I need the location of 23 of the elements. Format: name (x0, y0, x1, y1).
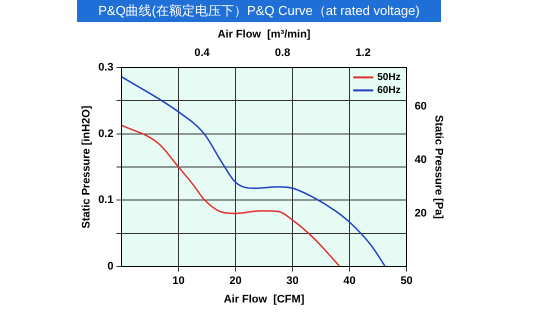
x-tick-label: 30 (286, 275, 299, 288)
y-tick-label: 0 (107, 260, 114, 273)
line-series (121, 124, 340, 267)
y2-tick-label: 60 (414, 100, 427, 113)
chart-title: P&Q曲线(在额定电压下）P&Q Curve（at rated voltage) (77, 0, 441, 22)
x-tick-label: 20 (229, 275, 242, 288)
x2-tick-label: 0.4 (194, 46, 211, 59)
y2-axis-title: Static Pressure [Pa] (432, 115, 444, 220)
x-axis-title: Air Flow [CFM] (224, 293, 305, 306)
x-tick-label: 50 (400, 275, 413, 288)
y-tick-label: 0.3 (98, 61, 114, 74)
x2-tick-label: 1.2 (355, 46, 371, 59)
y2-tick-label: 20 (414, 207, 427, 220)
legend-label: 60Hz (377, 85, 401, 96)
y-axis-title: Static Pressure [inH2O] (80, 105, 93, 228)
x-tick-label: 10 (172, 275, 185, 288)
x2-tick-label: 0.8 (274, 46, 290, 59)
y-tick-label: 0.1 (98, 194, 114, 206)
y-tick-label: 0.2 (98, 128, 114, 140)
x2-axis-title: Air Flow [m³/min] (218, 28, 311, 41)
legend-label: 50Hz (377, 72, 401, 84)
x-tick-label: 40 (343, 275, 356, 288)
y2-tick-label: 40 (414, 154, 427, 166)
